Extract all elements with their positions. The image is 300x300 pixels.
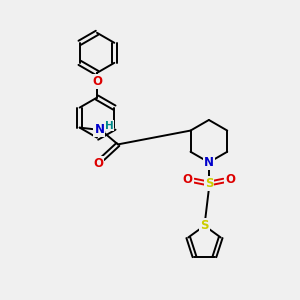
Text: S: S [200,219,209,232]
Text: H: H [105,121,113,130]
Text: S: S [205,177,213,190]
Text: O: O [92,75,102,88]
Text: O: O [93,157,103,170]
Text: O: O [225,173,235,186]
Text: O: O [183,173,193,186]
Text: N: N [204,156,214,169]
Text: N: N [94,123,104,136]
